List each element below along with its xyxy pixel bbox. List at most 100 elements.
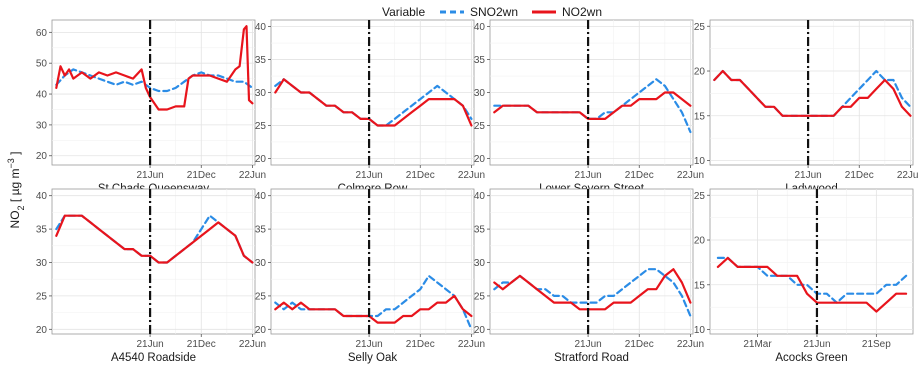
- x-tick-label: 22Jun: [677, 170, 704, 181]
- y-tick-label: 40: [36, 191, 48, 202]
- panel-4: 1015202521Jun21Dec22JunLadywood: [694, 19, 918, 195]
- y-tick-label: 30: [255, 88, 267, 99]
- panel-7: 20 25 30 35 40 21Jun 21Dec 22Jun Stratford Road: [474, 188, 704, 364]
- series-line-sno2wn: [55, 68, 254, 93]
- x-tick-label: 21Jun: [136, 170, 163, 181]
- y-tick-label: 35: [474, 55, 486, 66]
- y-tick-label: 25: [694, 191, 706, 202]
- y-tick-label: 30: [36, 258, 48, 269]
- panel-title: Selly Oak: [348, 352, 397, 364]
- legend-title: Variable: [382, 5, 425, 19]
- y-axis-label-main: NO: [8, 210, 22, 228]
- x-tick-label: 22Jun: [458, 170, 485, 181]
- x-tick-label: 21Jun: [803, 339, 830, 350]
- series-line-no2wn: [274, 294, 473, 324]
- y-tick-label: 20: [36, 151, 48, 162]
- panels: 203040506021Jun21Dec22JunSt Chads Queens…: [36, 19, 918, 364]
- x-tick-label: 21Dec: [625, 170, 654, 181]
- y-tick-label: 35: [255, 55, 267, 66]
- x-tick-label: 21Dec: [625, 339, 654, 350]
- y-tick-label: 40: [36, 90, 48, 101]
- y-tick-label: 15: [694, 280, 706, 291]
- y-tick-label: 20: [694, 236, 706, 247]
- x-tick-label: 21Dec: [406, 339, 435, 350]
- y-axis-label-close: ]: [8, 152, 22, 159]
- panel-6: 20 25 30 35 40 21Jun 21Dec 22Jun Selly Oak: [255, 188, 485, 364]
- y-tick-label: 30: [255, 258, 267, 269]
- y-tick-label: 35: [36, 225, 48, 236]
- y-axis-label-sub: 2: [16, 205, 26, 210]
- series-line-no2wn: [493, 91, 692, 121]
- y-tick-label: 25: [36, 291, 48, 302]
- panel-3: 202530354021Jun21Dec22JunLower Severn St…: [474, 19, 704, 195]
- y-tick-label: 25: [474, 121, 486, 132]
- y-tick-label: 30: [474, 88, 486, 99]
- y-tick-label: 20: [474, 154, 486, 165]
- y-tick-label: 20: [255, 325, 267, 336]
- x-tick-label: 21Jun: [355, 339, 382, 350]
- panel-background: [51, 19, 256, 166]
- y-tick-label: 20: [474, 325, 486, 336]
- panel-title: A4540 Roadside: [111, 352, 196, 364]
- x-tick-label: 21Sep: [862, 339, 891, 350]
- panel-background: [709, 188, 914, 335]
- legend: Variable SNO2wn NO2wn: [382, 5, 602, 19]
- panel-8: 10 15 20 25 21Mar 21Jun 21Sep Acocks Green: [694, 188, 914, 364]
- legend-label-snown: SNO2wn: [470, 5, 518, 19]
- panel-2: 202530354021Jun21Dec22JunColmore Row: [255, 19, 485, 195]
- x-tick-label: 21Jun: [574, 339, 601, 350]
- y-tick-label: 40: [474, 22, 486, 33]
- panel-title: Acocks Green: [775, 352, 847, 364]
- x-tick-label: 21Dec: [406, 170, 435, 181]
- series-line-no2wn: [493, 268, 692, 311]
- y-tick-label: 20: [255, 154, 267, 165]
- panel-title: Stratford Road: [554, 352, 629, 364]
- y-tick-label: 40: [255, 191, 267, 202]
- y-tick-label: 25: [255, 121, 267, 132]
- y-tick-label: 35: [474, 225, 486, 236]
- panel-background: [51, 188, 256, 335]
- series-line-no2wn: [55, 25, 254, 111]
- y-tick-label: 25: [474, 291, 486, 302]
- x-tick-label: 22Jun: [897, 170, 918, 181]
- y-tick-label: 35: [255, 225, 267, 236]
- y-tick-label: 25: [694, 22, 706, 33]
- y-tick-label: 40: [474, 191, 486, 202]
- x-tick-label: 21Jun: [355, 170, 382, 181]
- panel-background: [709, 19, 914, 166]
- x-tick-label: 21Dec: [845, 170, 874, 181]
- x-tick-label: 22Jun: [677, 339, 704, 350]
- panel-background: [270, 188, 475, 335]
- series-line-no2wn: [55, 214, 254, 264]
- x-tick-label: 22Jun: [239, 170, 266, 181]
- panel-5: 20 25 30 35 40 21Jun 21Dec 22Jun A4540 Roadside: [36, 188, 266, 364]
- panel-1: 203040506021Jun21Dec22JunSt Chads Queens…: [36, 19, 266, 195]
- y-tick-label: 10: [694, 156, 706, 167]
- x-tick-label: 22Jun: [458, 339, 485, 350]
- x-tick-label: 22Jun: [239, 339, 266, 350]
- x-tick-label: 21Jun: [574, 170, 601, 181]
- y-tick-label: 30: [474, 258, 486, 269]
- series-line-no2wn: [713, 69, 912, 117]
- series-line-no2wn: [716, 256, 908, 313]
- y-tick-label: 50: [36, 59, 48, 70]
- y-axis-label: NO2 [ µg m−3 ]: [6, 152, 26, 229]
- y-axis-label-sup: −3: [6, 158, 16, 168]
- y-tick-label: 60: [36, 28, 48, 39]
- series-line-no2wn: [274, 78, 473, 127]
- x-tick-label: 21Mar: [743, 339, 772, 350]
- y-axis-label-unit: [ µg m: [8, 168, 22, 205]
- x-tick-label: 21Dec: [187, 170, 216, 181]
- panel-background: [489, 188, 694, 335]
- y-tick-label: 20: [694, 67, 706, 78]
- y-tick-label: 30: [36, 120, 48, 131]
- y-tick-label: 40: [255, 22, 267, 33]
- y-tick-label: 15: [694, 111, 706, 122]
- y-tick-label: 25: [255, 291, 267, 302]
- x-tick-label: 21Dec: [187, 339, 216, 350]
- x-tick-label: 21Jun: [794, 170, 821, 181]
- legend-label-no2wn: NO2wn: [562, 5, 602, 19]
- y-tick-label: 10: [694, 325, 706, 336]
- y-tick-label: 20: [36, 325, 48, 336]
